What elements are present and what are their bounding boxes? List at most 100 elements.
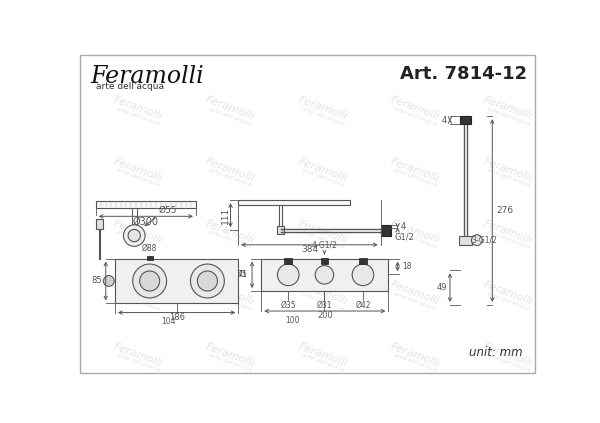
Text: Feramolli: Feramolli xyxy=(205,157,257,184)
Text: 4: 4 xyxy=(401,222,406,231)
Text: 85: 85 xyxy=(91,277,102,286)
Text: Ø42: Ø42 xyxy=(355,301,371,310)
Circle shape xyxy=(140,271,160,291)
Text: Feramolli: Feramolli xyxy=(482,218,534,245)
Text: 100: 100 xyxy=(286,316,300,324)
Circle shape xyxy=(128,229,140,242)
Circle shape xyxy=(197,271,217,291)
Text: 49: 49 xyxy=(436,283,447,292)
Circle shape xyxy=(472,235,482,246)
Text: Ø55: Ø55 xyxy=(158,206,176,215)
Text: Feramolli: Feramolli xyxy=(389,280,442,307)
Circle shape xyxy=(315,266,334,284)
Text: Feramolli: Feramolli xyxy=(297,218,349,245)
Text: Feramolli: Feramolli xyxy=(297,157,349,184)
Text: arte del'acqua: arte del'acqua xyxy=(301,106,345,126)
Bar xyxy=(261,258,388,291)
Text: Feramolli: Feramolli xyxy=(482,95,534,122)
Text: Feramolli: Feramolli xyxy=(389,95,442,122)
Text: arte del'acqua: arte del'acqua xyxy=(485,291,530,311)
Circle shape xyxy=(133,264,167,298)
Bar xyxy=(320,258,328,264)
Text: arte del'acqua: arte del'acqua xyxy=(485,106,530,126)
Bar xyxy=(459,236,472,245)
Text: Feramolli: Feramolli xyxy=(112,218,164,245)
Text: Feramolli: Feramolli xyxy=(112,95,164,122)
Text: 276: 276 xyxy=(496,206,513,215)
Text: 111: 111 xyxy=(221,206,230,224)
Bar xyxy=(380,225,391,236)
Bar xyxy=(146,256,153,260)
Text: Ø88: Ø88 xyxy=(142,244,157,253)
Text: G1/2: G1/2 xyxy=(395,233,415,242)
Circle shape xyxy=(124,225,145,246)
Text: arte del'acqua: arte del'acqua xyxy=(301,352,345,373)
Text: arte del'acqua: arte del'acqua xyxy=(116,291,160,311)
Text: arte del'acqua: arte del'acqua xyxy=(301,229,345,250)
Text: Feramolli: Feramolli xyxy=(389,157,442,184)
Text: arte del'acqua: arte del'acqua xyxy=(116,106,160,126)
Text: Feramolli: Feramolli xyxy=(482,157,534,184)
Text: 4: 4 xyxy=(442,115,447,124)
Text: Feramolli: Feramolli xyxy=(482,280,534,307)
Bar xyxy=(284,258,292,264)
Text: 3-G1/2: 3-G1/2 xyxy=(472,236,497,244)
Circle shape xyxy=(190,264,224,298)
Text: arte del'acqua: arte del'acqua xyxy=(301,168,345,188)
Circle shape xyxy=(352,264,374,286)
Text: arte del'acqua: arte del'acqua xyxy=(485,229,530,250)
Text: 18: 18 xyxy=(402,262,412,271)
Text: arte dell'acqua: arte dell'acqua xyxy=(96,82,164,91)
Text: 384: 384 xyxy=(301,245,318,254)
Text: 104: 104 xyxy=(161,317,176,326)
Text: Feramolli: Feramolli xyxy=(112,157,164,184)
Circle shape xyxy=(103,276,114,286)
Text: Feramolli: Feramolli xyxy=(389,218,442,245)
Text: arte del'acqua: arte del'acqua xyxy=(485,168,530,188)
Bar xyxy=(460,116,471,124)
Text: Feramolli: Feramolli xyxy=(205,280,257,307)
Bar xyxy=(359,258,367,264)
Text: arte del'acqua: arte del'acqua xyxy=(116,168,160,188)
Text: Feramolli: Feramolli xyxy=(297,341,349,368)
Text: Feramolli: Feramolli xyxy=(205,341,257,368)
Text: arte del'acqua: arte del'acqua xyxy=(393,352,437,373)
Bar xyxy=(238,200,350,205)
Bar xyxy=(96,201,196,208)
Text: Ø300: Ø300 xyxy=(133,217,159,227)
Bar xyxy=(96,219,103,228)
Text: 186: 186 xyxy=(169,313,185,321)
Text: Feramolli: Feramolli xyxy=(297,280,349,307)
Text: Feramolli: Feramolli xyxy=(482,341,534,368)
Text: 75: 75 xyxy=(238,270,247,279)
Text: Feramolli: Feramolli xyxy=(91,65,204,88)
Text: arte del'acqua: arte del'acqua xyxy=(116,229,160,250)
Text: unit: mm: unit: mm xyxy=(469,346,523,359)
Text: 200: 200 xyxy=(317,311,332,320)
Text: arte del'acqua: arte del'acqua xyxy=(208,352,253,373)
Text: 41: 41 xyxy=(238,269,247,279)
Text: Feramolli: Feramolli xyxy=(297,95,349,122)
Text: arte del'acqua: arte del'acqua xyxy=(485,352,530,373)
Text: arte del'acqua: arte del'acqua xyxy=(116,352,160,373)
Text: 4-G1/2: 4-G1/2 xyxy=(311,240,337,250)
Text: arte del'acqua: arte del'acqua xyxy=(208,291,253,311)
Text: arte del'acqua: arte del'acqua xyxy=(208,106,253,126)
Text: Feramolli: Feramolli xyxy=(205,95,257,122)
Text: Feramolli: Feramolli xyxy=(205,218,257,245)
Text: Feramolli: Feramolli xyxy=(389,341,442,368)
Text: arte del'acqua: arte del'acqua xyxy=(208,229,253,250)
Text: arte del'acqua: arte del'acqua xyxy=(393,291,437,311)
Text: arte del'acqua: arte del'acqua xyxy=(393,168,437,188)
Text: Feramolli: Feramolli xyxy=(112,341,164,368)
Text: Feramolli: Feramolli xyxy=(112,280,164,307)
Bar xyxy=(115,258,238,303)
Text: arte del'acqua: arte del'acqua xyxy=(393,229,437,250)
Text: arte del'acqua: arte del'acqua xyxy=(393,106,437,126)
Text: Ø31: Ø31 xyxy=(317,301,332,310)
Text: arte del'acqua: arte del'acqua xyxy=(208,168,253,188)
Text: Art. 7814-12: Art. 7814-12 xyxy=(400,65,527,82)
Circle shape xyxy=(277,264,299,286)
Text: arte del'acqua: arte del'acqua xyxy=(301,291,345,311)
Bar xyxy=(277,226,284,234)
